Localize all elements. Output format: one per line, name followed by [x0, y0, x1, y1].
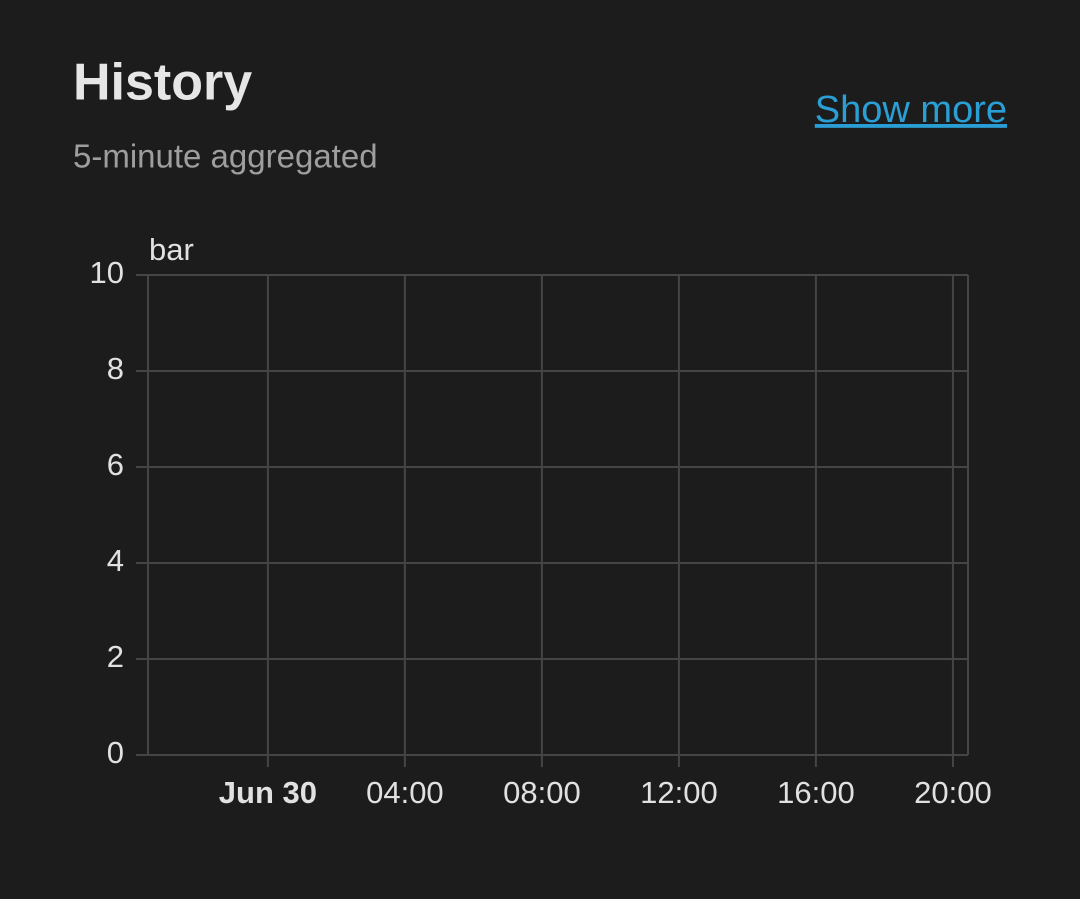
x-tick-label: Jun 30: [219, 775, 317, 810]
y-tick-label: 6: [107, 447, 124, 482]
y-tick-label: 0: [107, 735, 124, 770]
subtitle: 5-minute aggregated: [73, 138, 378, 175]
x-tick-label: 16:00: [777, 775, 855, 810]
y-axis-unit: bar: [149, 232, 194, 267]
y-tick-label: 10: [90, 255, 124, 290]
show-more-link[interactable]: Show more: [815, 89, 1007, 131]
y-tick-label: 8: [107, 351, 124, 386]
x-tick-label: 04:00: [366, 775, 444, 810]
x-tick-label: 08:00: [503, 775, 581, 810]
y-tick-label: 2: [107, 639, 124, 674]
x-tick-label: 12:00: [640, 775, 718, 810]
card-title: History: [73, 54, 252, 112]
x-tick-label: 20:00: [914, 775, 992, 810]
y-tick-label: 4: [107, 543, 124, 578]
